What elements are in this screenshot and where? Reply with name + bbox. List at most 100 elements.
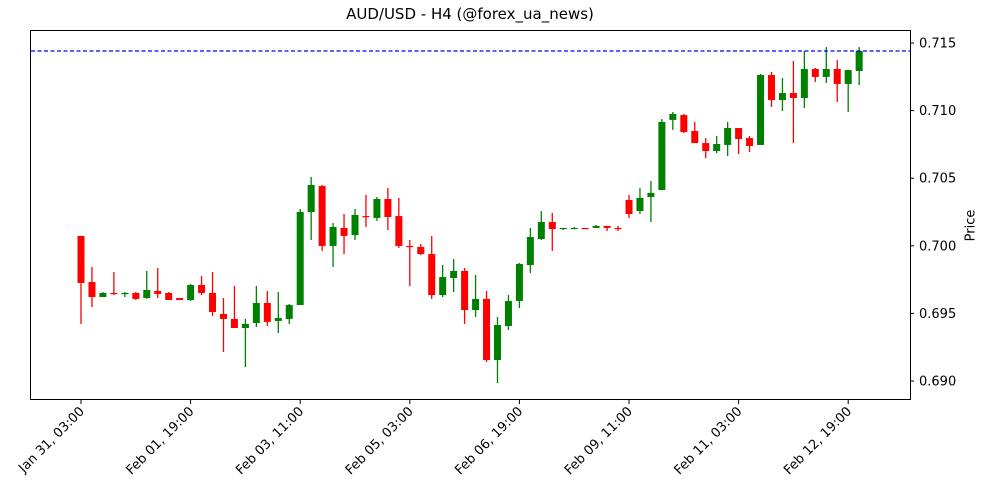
candle	[121, 292, 129, 298]
candle-body	[417, 247, 425, 255]
candle	[647, 181, 655, 223]
candle	[757, 73, 765, 145]
candle-body	[702, 143, 710, 152]
candle	[77, 235, 85, 324]
x-tick-label: Feb 11, 03:00	[672, 404, 746, 478]
candle	[154, 267, 162, 298]
candle	[592, 224, 600, 228]
candle-body	[669, 113, 677, 120]
candle	[318, 184, 326, 251]
candle	[581, 227, 589, 230]
candle-body	[822, 68, 830, 77]
candle-body	[581, 227, 589, 230]
candle-body	[329, 227, 337, 246]
candle	[767, 71, 775, 107]
candle-body	[88, 282, 96, 298]
candle	[811, 68, 819, 82]
candle-body	[450, 270, 458, 278]
candle-body	[592, 225, 600, 228]
candle-body	[362, 216, 370, 218]
chart-title: AUD/USD - H4 (@forex_ua_news)	[346, 5, 594, 23]
candle	[450, 259, 458, 293]
candle	[143, 270, 151, 299]
candle-body	[800, 68, 808, 99]
candle-body	[757, 75, 765, 145]
candle	[176, 297, 184, 301]
candle	[373, 196, 381, 221]
candle-body	[625, 199, 633, 215]
candle	[493, 316, 501, 384]
candle-body	[198, 285, 206, 293]
candle	[614, 225, 622, 231]
plot-frame	[30, 30, 911, 400]
candle	[340, 214, 348, 255]
candle-body	[285, 305, 293, 319]
candle-body	[318, 186, 326, 246]
y-tick-label: 0.705	[919, 172, 956, 187]
candle-body	[636, 197, 644, 212]
candle-body	[176, 297, 184, 301]
candle	[307, 176, 315, 240]
candle-body	[559, 227, 567, 230]
candle	[658, 118, 666, 190]
candle-body	[691, 131, 699, 144]
candle-body	[263, 302, 271, 322]
candle-body	[713, 143, 721, 152]
candle-body	[767, 75, 775, 101]
candle-body	[428, 254, 436, 296]
candle-body	[209, 292, 217, 313]
candle	[669, 111, 677, 130]
candle	[724, 121, 732, 157]
candle-body	[855, 50, 863, 71]
candle-body	[132, 292, 140, 299]
candle	[362, 194, 370, 228]
candle	[822, 47, 830, 84]
candle-body	[351, 214, 359, 235]
candle-body	[647, 192, 655, 197]
candle-body	[614, 227, 622, 230]
candle	[252, 285, 260, 327]
candle-body	[778, 93, 786, 101]
candle	[406, 239, 414, 286]
candle	[241, 318, 249, 367]
candle	[384, 187, 392, 230]
candle-body	[406, 245, 414, 248]
candle	[329, 222, 337, 268]
candle	[625, 194, 633, 218]
candle	[296, 209, 304, 306]
candle	[219, 297, 227, 352]
candle	[691, 121, 699, 144]
candle	[789, 60, 797, 144]
candle	[263, 290, 271, 326]
candle-body	[504, 300, 512, 326]
x-tick-label: Feb 12, 19:00	[781, 404, 855, 478]
candle-body	[844, 70, 852, 84]
candle-body	[99, 292, 107, 298]
candle	[702, 138, 710, 159]
candle	[636, 187, 644, 215]
candle	[713, 136, 721, 154]
candle-body	[680, 115, 688, 132]
candle-body	[461, 270, 469, 311]
candle	[351, 209, 359, 240]
candle	[515, 262, 523, 308]
x-tick-label: Jan 31, 03:00	[15, 404, 87, 476]
candle	[472, 275, 480, 317]
candle	[800, 50, 808, 109]
candle	[88, 267, 96, 308]
candle-body	[493, 325, 501, 361]
y-tick-label: 0.695	[919, 307, 956, 322]
candle-body	[789, 93, 797, 99]
candle	[483, 290, 491, 362]
candle	[570, 227, 578, 230]
x-tick-label: Feb 01, 19:00	[124, 404, 198, 478]
y-tick-label: 0.700	[919, 239, 956, 254]
candle	[395, 197, 403, 248]
candle-body	[110, 292, 118, 295]
y-axis-label: Price	[963, 209, 979, 242]
candle	[428, 235, 436, 299]
x-tick-label: Feb 06, 19:00	[452, 404, 526, 478]
y-tick-label: 0.710	[919, 104, 956, 119]
candle-body	[274, 317, 282, 321]
